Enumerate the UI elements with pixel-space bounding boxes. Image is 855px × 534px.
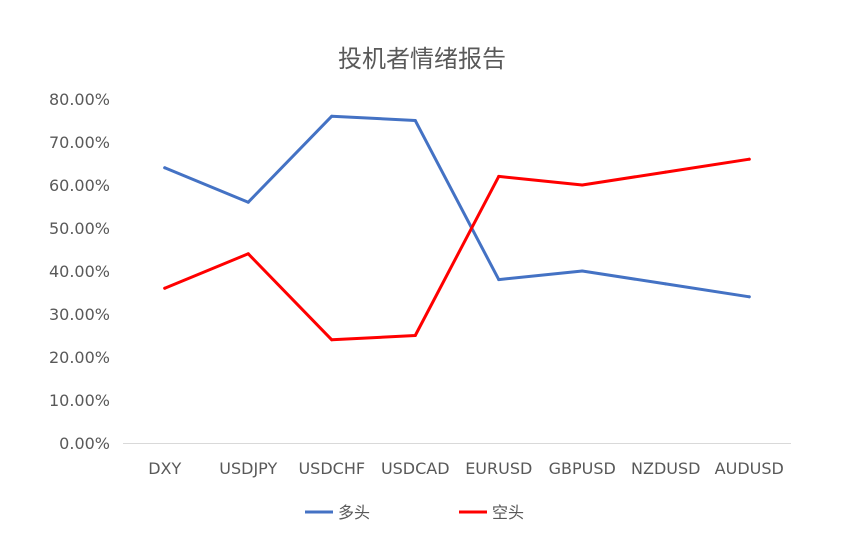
data-point (163, 166, 167, 170)
legend: 多头 空头 (305, 503, 524, 522)
y-tick-label: 40.00% (49, 262, 110, 281)
data-point (580, 269, 584, 273)
x-tick-label: NZDUSD (631, 459, 700, 478)
data-point (413, 334, 417, 337)
series-line-short (163, 157, 751, 342)
x-tick-label: USDCAD (381, 459, 450, 478)
y-tick-label: 60.00% (49, 176, 110, 195)
y-tick-label: 30.00% (49, 305, 110, 324)
x-axis: DXY USDJPY USDCHF USDCAD EURUSD GBPUSD NZDUSD A… (148, 459, 784, 478)
data-point (747, 295, 751, 299)
y-tick-label: 70.00% (49, 133, 110, 152)
data-point (330, 338, 334, 342)
y-tick-label: 50.00% (49, 219, 110, 238)
y-tick-label: 0.00% (59, 434, 110, 453)
data-point (163, 286, 167, 290)
data-point (747, 157, 751, 161)
x-tick-label: DXY (148, 459, 181, 478)
data-point (497, 278, 501, 282)
y-tick-label: 20.00% (49, 348, 110, 367)
x-tick-label: EURUSD (465, 459, 532, 478)
y-tick-label: 80.00% (49, 90, 110, 109)
x-tick-label: GBPUSD (549, 459, 616, 478)
data-point (664, 170, 668, 174)
y-axis: 0.00% 10.00% 20.00% 30.00% 40.00% 50.00% 60.00… (49, 90, 110, 453)
data-point (246, 200, 250, 204)
series-line-long (163, 114, 751, 299)
data-point (246, 252, 250, 256)
legend-label: 空头 (492, 503, 524, 522)
x-tick-label: USDJPY (219, 459, 277, 478)
data-point (330, 114, 334, 118)
data-point (580, 183, 584, 187)
y-tick-label: 10.00% (49, 391, 110, 410)
data-point (497, 174, 501, 178)
series-group (163, 114, 751, 342)
chart-title: 投机者情绪报告 (338, 45, 506, 73)
x-tick-label: USDCHF (298, 459, 365, 478)
data-point (413, 119, 417, 122)
legend-label: 多头 (338, 503, 370, 522)
x-tick-label: AUDUSD (715, 459, 784, 478)
data-point (664, 282, 668, 286)
